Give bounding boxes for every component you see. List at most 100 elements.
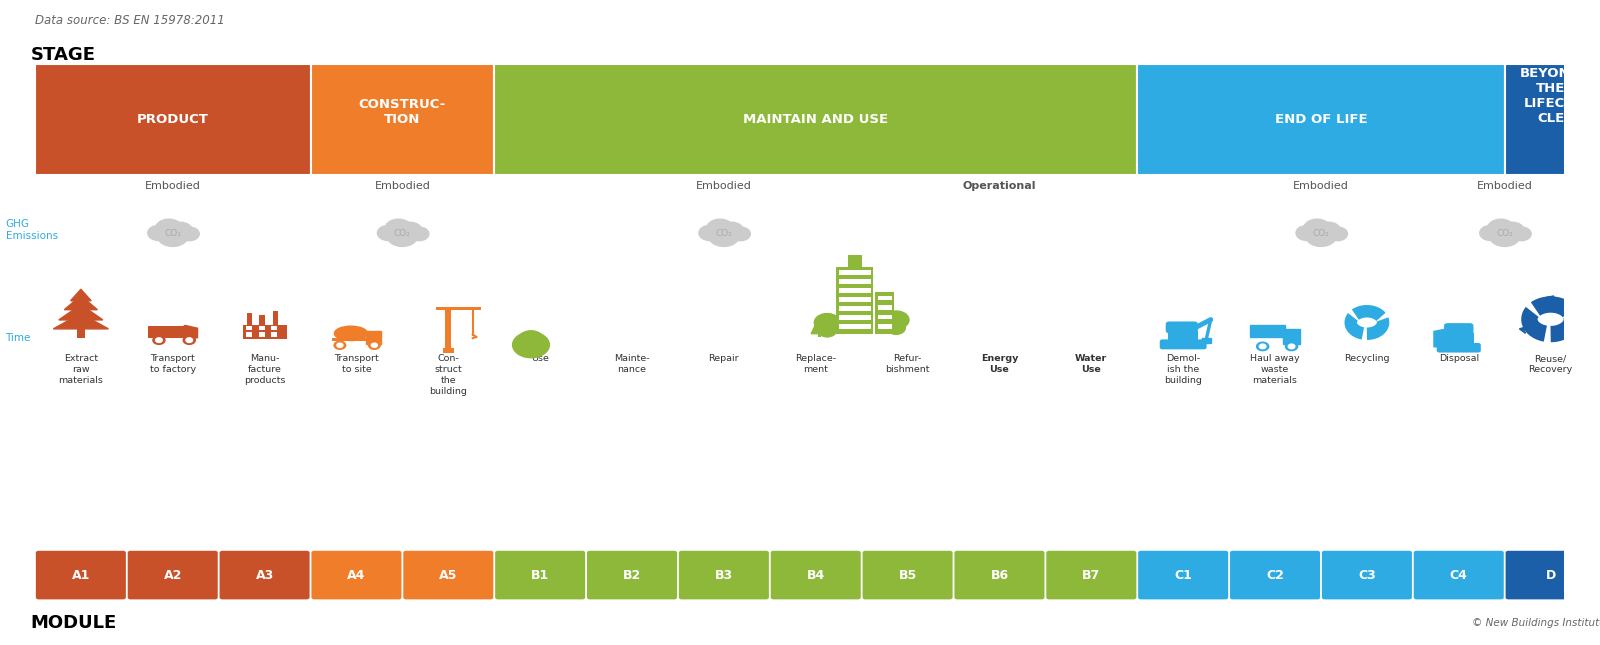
- Bar: [878, 295, 891, 300]
- Ellipse shape: [334, 326, 368, 341]
- Circle shape: [1480, 226, 1501, 241]
- FancyBboxPatch shape: [219, 551, 309, 599]
- Bar: [270, 332, 277, 337]
- Bar: [875, 292, 894, 333]
- Text: © New Buildings Institute: © New Buildings Institute: [1472, 618, 1600, 628]
- Text: STAGE: STAGE: [30, 46, 96, 64]
- Circle shape: [1296, 226, 1318, 241]
- Circle shape: [147, 226, 170, 241]
- Circle shape: [157, 225, 189, 246]
- Circle shape: [518, 331, 544, 349]
- Text: A3: A3: [256, 569, 274, 582]
- Text: MAINTAIN AND USE: MAINTAIN AND USE: [742, 113, 888, 126]
- FancyBboxPatch shape: [678, 551, 770, 599]
- Text: B3: B3: [715, 569, 733, 582]
- Circle shape: [720, 223, 742, 239]
- Bar: [445, 309, 451, 348]
- Circle shape: [398, 223, 422, 239]
- Bar: [837, 266, 874, 333]
- Bar: [331, 338, 366, 341]
- Circle shape: [386, 219, 411, 238]
- Bar: [1442, 332, 1445, 334]
- Text: C1: C1: [1174, 569, 1192, 582]
- Circle shape: [1256, 342, 1269, 351]
- Bar: [1168, 331, 1198, 341]
- Text: Embodied: Embodied: [374, 181, 430, 192]
- Bar: [838, 288, 870, 293]
- FancyBboxPatch shape: [312, 551, 402, 599]
- FancyBboxPatch shape: [1160, 339, 1206, 350]
- Circle shape: [378, 226, 398, 241]
- Text: A1: A1: [72, 569, 90, 582]
- Text: Haul away
waste
materials: Haul away waste materials: [1250, 355, 1299, 385]
- Polygon shape: [1250, 324, 1285, 337]
- Text: Embodied: Embodied: [696, 181, 752, 192]
- FancyBboxPatch shape: [1138, 551, 1229, 599]
- Polygon shape: [64, 295, 98, 310]
- FancyBboxPatch shape: [1230, 551, 1320, 599]
- Text: Water
Use: Water Use: [1075, 355, 1107, 374]
- Circle shape: [170, 223, 192, 239]
- Text: Repair: Repair: [709, 355, 739, 364]
- Text: Recycling: Recycling: [1344, 355, 1390, 364]
- Text: CO₂: CO₂: [1312, 230, 1330, 239]
- Text: C3: C3: [1358, 569, 1376, 582]
- Bar: [528, 344, 533, 352]
- Polygon shape: [59, 304, 102, 320]
- Text: CO₂: CO₂: [165, 230, 181, 239]
- FancyBboxPatch shape: [1414, 551, 1504, 599]
- Text: Demol-
ish the
building: Demol- ish the building: [1165, 355, 1202, 385]
- Text: Embodied: Embodied: [1293, 181, 1349, 192]
- Bar: [310, 63, 494, 175]
- FancyBboxPatch shape: [1166, 321, 1198, 333]
- FancyBboxPatch shape: [403, 551, 493, 599]
- Text: Manu-
facture
products: Manu- facture products: [243, 355, 285, 385]
- Bar: [243, 325, 286, 339]
- FancyBboxPatch shape: [35, 551, 126, 599]
- Circle shape: [182, 336, 195, 344]
- Text: D: D: [1546, 569, 1555, 582]
- Circle shape: [1328, 227, 1347, 241]
- Circle shape: [371, 343, 378, 348]
- Bar: [246, 313, 253, 325]
- Bar: [437, 307, 446, 310]
- Text: A5: A5: [438, 569, 458, 582]
- Bar: [838, 279, 870, 284]
- Circle shape: [1490, 225, 1520, 246]
- Text: Use: Use: [531, 355, 549, 364]
- Bar: [259, 332, 266, 337]
- Bar: [818, 333, 821, 337]
- Text: Transport
to factory: Transport to factory: [150, 355, 195, 374]
- Circle shape: [1512, 227, 1531, 241]
- Circle shape: [709, 225, 739, 246]
- Bar: [274, 311, 278, 325]
- Polygon shape: [1202, 338, 1211, 342]
- Circle shape: [1304, 219, 1331, 238]
- Bar: [878, 324, 891, 329]
- Circle shape: [512, 332, 549, 358]
- Bar: [147, 326, 184, 338]
- Bar: [838, 270, 870, 275]
- FancyBboxPatch shape: [771, 551, 861, 599]
- Text: CO₂: CO₂: [1496, 230, 1514, 239]
- Circle shape: [1306, 225, 1336, 246]
- Text: Con-
struct
the
building: Con- struct the building: [429, 355, 467, 396]
- Circle shape: [1288, 344, 1294, 349]
- Text: MODULE: MODULE: [30, 614, 117, 632]
- Bar: [35, 63, 310, 175]
- FancyBboxPatch shape: [862, 551, 952, 599]
- Bar: [893, 327, 899, 333]
- Circle shape: [818, 324, 837, 337]
- Circle shape: [387, 225, 418, 246]
- Bar: [246, 326, 253, 330]
- FancyBboxPatch shape: [1322, 551, 1411, 599]
- Text: Mainte-
nance: Mainte- nance: [614, 355, 650, 374]
- Bar: [838, 297, 870, 302]
- FancyBboxPatch shape: [1445, 323, 1474, 336]
- Bar: [878, 315, 891, 319]
- Polygon shape: [184, 325, 197, 338]
- Bar: [848, 255, 862, 266]
- Circle shape: [814, 313, 840, 332]
- Bar: [246, 332, 253, 337]
- Bar: [443, 348, 453, 353]
